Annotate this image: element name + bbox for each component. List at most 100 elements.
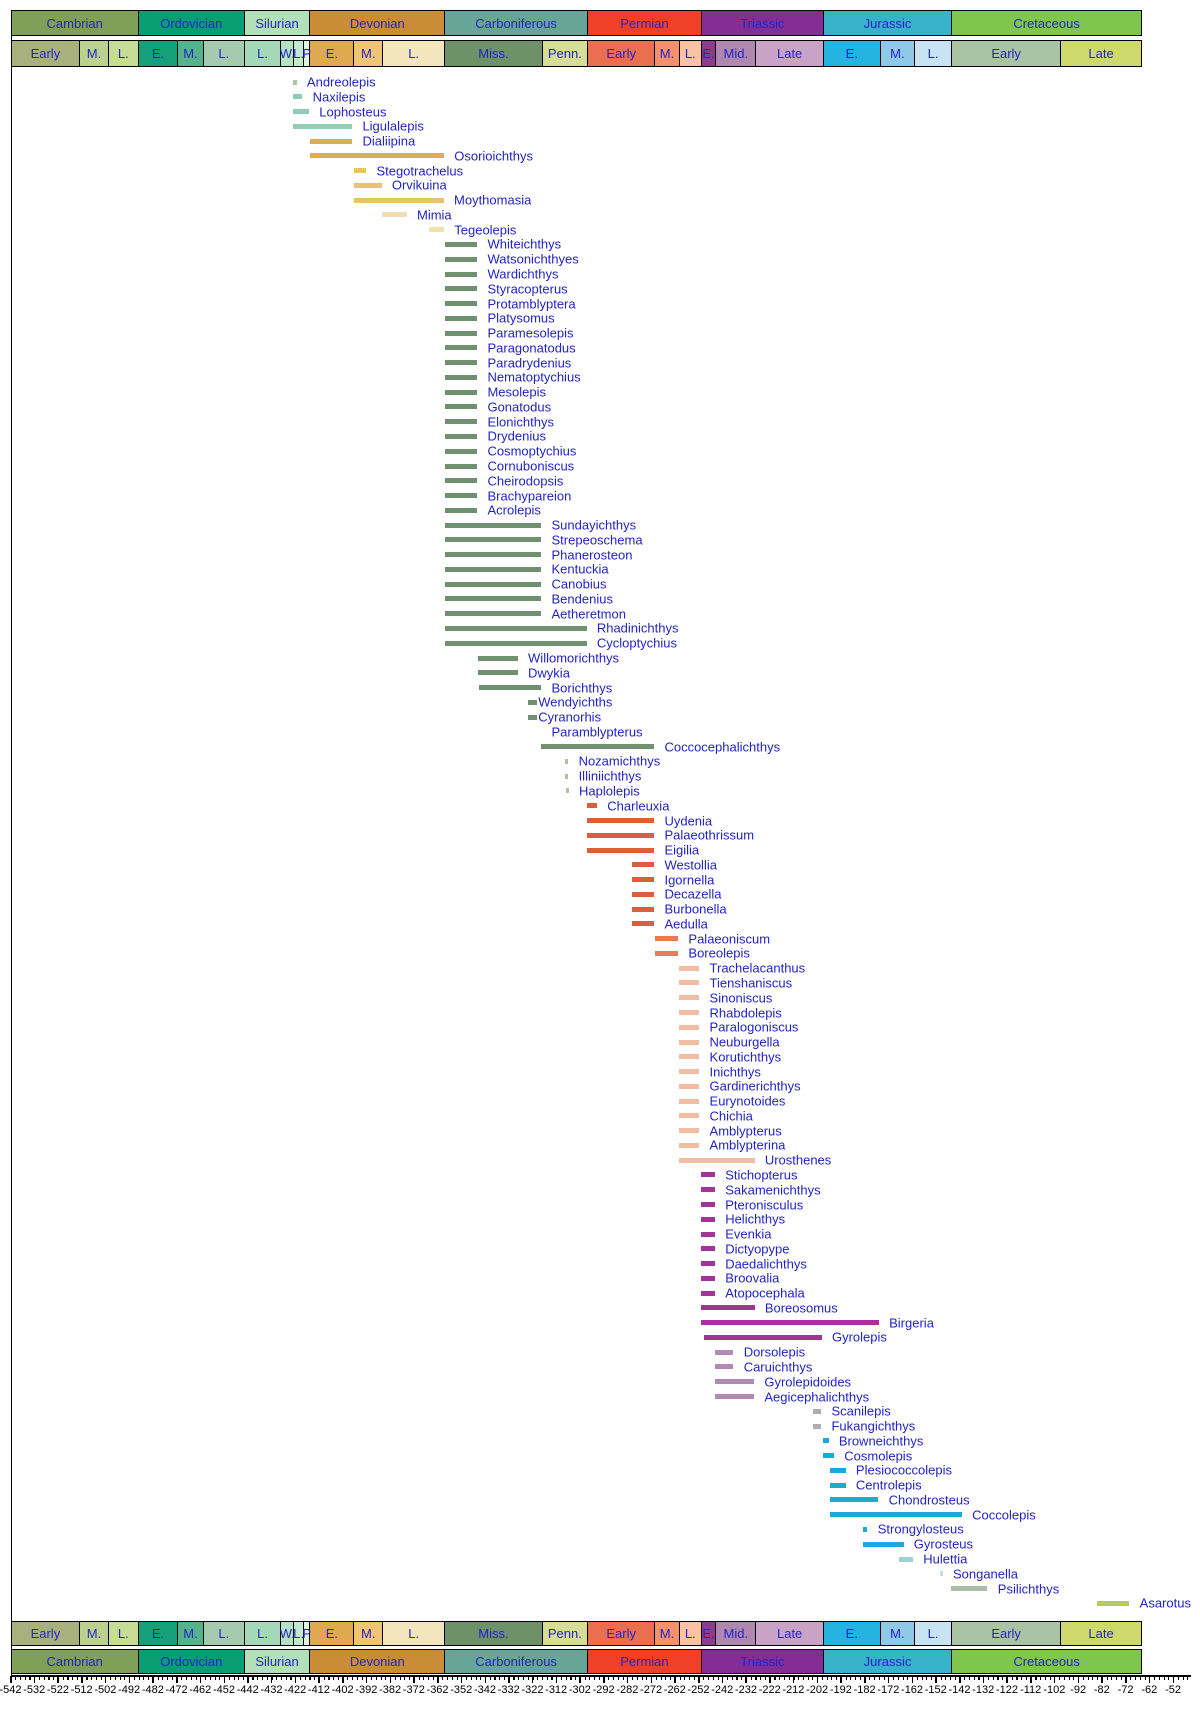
epoch-top-label: Early xyxy=(991,45,1021,61)
axis-minor-tick xyxy=(466,1676,468,1680)
axis-minor-tick xyxy=(636,1676,638,1680)
taxon-label: Trachelacanthus xyxy=(709,960,806,976)
axis-minor-tick xyxy=(209,1676,211,1680)
period-top-label: Cambrian xyxy=(46,15,103,31)
taxon-label: Osorioichthys xyxy=(454,148,533,164)
taxon-label: Tienshaniscus xyxy=(709,975,793,991)
axis-minor-tick xyxy=(679,1676,681,1680)
range-bar xyxy=(632,921,655,927)
axis-tick-label: -362 xyxy=(426,1684,449,1696)
epoch-top-cell-e: E. xyxy=(137,39,179,67)
axis-tick-label: -532 xyxy=(23,1684,46,1696)
axis-minor-tick xyxy=(613,1676,615,1680)
taxon-label: Daedalichthys xyxy=(725,1256,807,1272)
epoch-top-cell-l: L. xyxy=(293,39,305,67)
taxon-label: Rhabdolepis xyxy=(709,1005,782,1020)
epoch-top-label: M. xyxy=(86,45,102,61)
epoch-bottom-label: Early xyxy=(991,1626,1021,1641)
axis-major-tick xyxy=(887,1676,890,1683)
axis-minor-tick xyxy=(233,1676,235,1680)
taxon-label: Scanilepis xyxy=(831,1403,891,1419)
range-bar xyxy=(813,1408,822,1414)
epoch-bottom-cell-l: L. xyxy=(382,1621,446,1646)
axis-minor-tick xyxy=(812,1676,814,1680)
taxon-label: Brachypareion xyxy=(487,488,572,504)
epoch-top-label: M. xyxy=(361,45,376,61)
range-bar xyxy=(813,1423,822,1429)
taxon-label: Orvikuina xyxy=(391,177,447,193)
taxon-label: Dorsolepis xyxy=(743,1344,806,1360)
axis-minor-tick xyxy=(689,1676,691,1680)
epoch-bottom-label: E. xyxy=(702,1626,715,1641)
axis-minor-tick xyxy=(741,1676,743,1680)
range-bar xyxy=(679,1054,700,1060)
axis-tick-label: -462 xyxy=(189,1684,212,1696)
range-bar xyxy=(679,980,700,986)
taxon-label: Styracopterus xyxy=(487,281,568,297)
taxon-label: Chondrosteus xyxy=(888,1492,970,1508)
axis-minor-tick xyxy=(1154,1676,1156,1680)
period-bottom-cell-triassic: Triassic xyxy=(700,1649,824,1674)
axis-minor-tick xyxy=(1182,1676,1184,1680)
taxon-label: Burbonella xyxy=(664,901,727,917)
taxon-label: Borichthys xyxy=(551,680,613,696)
epoch-top-label: E. xyxy=(845,45,858,61)
axis-tick-label: -332 xyxy=(497,1684,520,1696)
taxon-label: Wardichthys xyxy=(487,266,559,282)
range-bar xyxy=(830,1467,846,1473)
axis-minor-tick xyxy=(95,1676,97,1680)
axis-tick-label: -542 xyxy=(0,1684,22,1696)
period-top-cell-silurian: Silurian xyxy=(243,10,311,36)
axis-minor-tick xyxy=(91,1676,93,1680)
range-bar xyxy=(444,315,478,321)
axis-minor-tick xyxy=(1120,1676,1122,1680)
epoch-bottom-cell-e: E. xyxy=(309,1621,355,1646)
axis-minor-tick xyxy=(1106,1676,1108,1680)
axis-minor-tick xyxy=(826,1676,828,1680)
epoch-top-label: Miss. xyxy=(478,45,509,61)
epoch-top-label: Penn. xyxy=(547,45,582,61)
period-bottom-label: Cambrian xyxy=(46,1654,103,1669)
axis-minor-tick xyxy=(15,1676,17,1680)
axis-tick-label: -392 xyxy=(355,1684,378,1696)
axis-tick-label: -312 xyxy=(545,1684,568,1696)
axis-minor-tick xyxy=(475,1676,477,1680)
range-bar xyxy=(679,1113,700,1119)
range-bar xyxy=(679,1128,700,1134)
axis-major-tick xyxy=(674,1676,676,1683)
axis-minor-tick xyxy=(518,1676,520,1680)
axis-minor-tick xyxy=(1163,1676,1165,1680)
range-bar xyxy=(701,1305,755,1311)
taxon-label: Dictyopype xyxy=(725,1241,790,1257)
range-bar xyxy=(444,256,478,262)
axis-tick-label: -442 xyxy=(236,1684,259,1696)
range-bar xyxy=(353,182,382,188)
axis-major-tick xyxy=(104,1676,107,1683)
axis-minor-tick xyxy=(992,1676,994,1680)
range-bar xyxy=(293,94,303,100)
axis-minor-tick xyxy=(836,1676,838,1680)
epoch-top-label: Mid. xyxy=(723,45,749,61)
axis-minor-tick xyxy=(67,1676,69,1680)
period-bottom-cell-silurian: Silurian xyxy=(243,1649,311,1674)
range-bar xyxy=(701,1275,715,1281)
axis-minor-tick xyxy=(783,1676,786,1680)
range-bar xyxy=(701,1231,715,1237)
axis-major-tick xyxy=(1172,1676,1175,1683)
taxon-label: Paragonatodus xyxy=(487,340,576,356)
axis-major-tick xyxy=(33,1676,36,1683)
axis-minor-tick xyxy=(1002,1676,1004,1680)
range-bar xyxy=(679,1039,700,1045)
axis-tick-label: -412 xyxy=(307,1684,330,1696)
epoch-bottom-label: L. xyxy=(117,1626,129,1641)
epoch-top-label: E. xyxy=(702,45,715,61)
axis-major-tick xyxy=(1053,1676,1056,1683)
axis-minor-tick xyxy=(1059,1676,1061,1680)
epoch-top-label: M. xyxy=(890,45,905,61)
epoch-top-cell-l: L. xyxy=(913,39,953,67)
axis-tick-label: -112 xyxy=(1020,1684,1042,1696)
axis-major-tick xyxy=(1030,1676,1032,1683)
axis-minor-tick xyxy=(907,1676,909,1680)
range-bar xyxy=(293,123,353,129)
range-bar xyxy=(444,286,478,292)
